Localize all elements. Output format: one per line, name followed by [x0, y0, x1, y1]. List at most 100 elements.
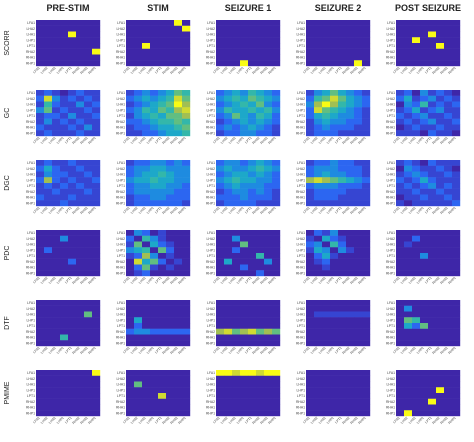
heatmap-cell — [76, 124, 85, 131]
col-tick-label: LHA1 — [138, 276, 147, 285]
heatmap-cell — [126, 118, 135, 125]
heatmap-cell — [306, 20, 315, 26]
heatmap-cell — [412, 264, 421, 271]
heatmap-cell — [166, 171, 175, 178]
heatmap-cell — [224, 381, 233, 388]
heatmap-cell — [330, 323, 339, 329]
col-tick-label: RHA1 — [79, 206, 88, 215]
heatmap-cell — [412, 375, 421, 382]
row-tick-label: RHP1 — [386, 131, 395, 135]
heatmap-cell — [216, 317, 225, 324]
row-tick-label: LPT1 — [207, 324, 215, 328]
row-tick-label: LHA2 — [117, 307, 126, 311]
heatmap-cell — [134, 241, 143, 248]
heatmap-cell — [166, 101, 175, 108]
heatmap-cell — [404, 113, 413, 119]
heatmap-cell — [404, 334, 413, 341]
heatmap-cell — [362, 235, 371, 242]
heatmap-cell — [264, 25, 273, 32]
col-tick-label: RHP1 — [267, 206, 276, 215]
heatmap-cell — [338, 130, 347, 137]
heatmap-cell — [158, 305, 167, 312]
heatmap-cell — [240, 113, 249, 119]
col-tick-label: LFA1 — [32, 66, 41, 75]
heatmap-cell — [232, 177, 241, 184]
heatmap-cell — [404, 43, 413, 49]
heatmap-cell — [232, 340, 241, 347]
heatmap-cell — [44, 230, 53, 236]
heatmap-cell — [76, 54, 85, 61]
heatmap-cell — [44, 31, 53, 38]
heatmap-cell — [306, 124, 315, 131]
heatmap-cell — [142, 113, 151, 119]
row-tick-label: RHA1 — [386, 56, 395, 60]
heatmap-cell — [240, 188, 249, 195]
heatmap-cell — [44, 317, 53, 324]
heatmap-cell — [420, 113, 429, 119]
heatmap-cell — [126, 48, 135, 55]
heatmap-cell — [182, 317, 191, 324]
heatmap-cell — [232, 194, 241, 201]
heatmap-cell — [322, 387, 331, 394]
heatmap-cell — [354, 410, 363, 417]
heatmap-cell — [68, 370, 77, 376]
heatmap-cell — [134, 48, 143, 55]
heatmap-cell — [126, 300, 135, 306]
heatmap-cell — [452, 264, 461, 271]
row-tick-label: LHA1 — [117, 243, 126, 247]
heatmap-cell — [92, 317, 101, 324]
heatmap-cell — [166, 264, 175, 271]
heatmap-cell — [264, 130, 273, 137]
heatmap-cell — [346, 300, 355, 306]
heatmap-cell — [84, 20, 93, 26]
col-tick-label: RHP1 — [267, 136, 276, 145]
heatmap-cell — [248, 188, 257, 195]
col-tick-label: LHA1 — [408, 276, 417, 285]
row-title: PDC — [4, 246, 11, 261]
row-tick-label: LHP1 — [27, 388, 36, 392]
heatmap-cell — [322, 381, 331, 388]
heatmap-cell — [126, 264, 135, 271]
heatmap-cell — [216, 54, 225, 61]
heatmap-cell — [142, 60, 151, 67]
heatmap-cell — [166, 230, 175, 236]
heatmap-cell — [452, 118, 461, 125]
heatmap-cell — [76, 188, 85, 195]
heatmap-cell — [420, 334, 429, 341]
heatmap-cell — [404, 323, 413, 329]
heatmap-cell — [44, 43, 53, 49]
heatmap-cell — [412, 247, 421, 254]
heatmap-cell — [346, 165, 355, 172]
heatmap-cell — [92, 387, 101, 394]
heatmap-cell — [412, 183, 421, 189]
heatmap-cell — [420, 165, 429, 172]
heatmap-cell — [420, 107, 429, 114]
heatmap-cell — [444, 107, 453, 114]
heatmap-cell — [76, 113, 85, 119]
heatmap-cell — [240, 20, 249, 26]
heatmap-cell — [248, 160, 257, 166]
heatmap-cell — [166, 165, 175, 172]
heatmap-cell — [44, 370, 53, 376]
heatmap-cell — [166, 43, 175, 49]
heatmap-cell — [134, 253, 143, 259]
col-tick-label: RHA1 — [169, 136, 178, 145]
heatmap-cell — [68, 101, 77, 108]
heatmap-cell — [92, 258, 101, 265]
heatmap-cell — [92, 328, 101, 335]
heatmap-cell — [314, 118, 323, 125]
col-tick-label: LPT1 — [154, 136, 163, 145]
heatmap-cell — [134, 340, 143, 347]
heatmap-cell — [444, 410, 453, 417]
heatmap-cell — [362, 107, 371, 114]
col-tick-label: LFA1 — [122, 346, 131, 355]
heatmap-cell — [182, 31, 191, 38]
heatmap-cell — [134, 328, 143, 335]
heatmap-cell — [92, 107, 101, 114]
heatmap-cell — [330, 171, 339, 178]
heatmap-cell — [354, 311, 363, 318]
heatmap-cell — [306, 101, 315, 108]
heatmap-cell — [412, 43, 421, 49]
heatmap-cell — [44, 188, 53, 195]
